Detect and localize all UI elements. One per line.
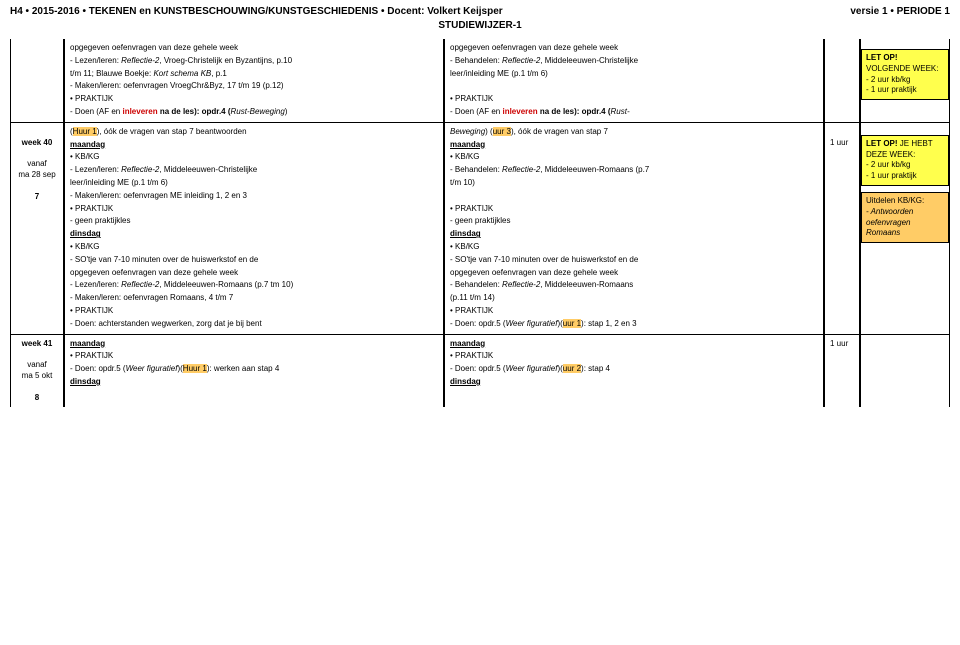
text: maandag <box>450 339 485 348</box>
text: • PRAKTIJK <box>70 94 113 103</box>
text: opgegeven oefenvragen van deze gehele we… <box>70 268 238 277</box>
text: - Doen: opdr.5 (Weer figuratief)(Huur 1)… <box>70 364 279 373</box>
text: opgegeven oefenvragen van deze gehele we… <box>450 43 618 52</box>
text: vanaf <box>27 159 47 168</box>
text: t/m 10) <box>450 178 475 187</box>
notice-r2: LET OP! JE HEBT DEZE WEEK: - 2 uur kb/kg… <box>860 122 950 334</box>
text: - 2 uur kb/kg <box>866 160 910 169</box>
text: opgegeven oefenvragen van deze gehele we… <box>450 268 618 277</box>
text: leer/inleiding ME (p.1 t/m 6) <box>450 69 548 78</box>
text: - SO'tje van 7-10 minuten over de huiswe… <box>450 255 638 264</box>
text: • PRAKTIJK <box>450 94 493 103</box>
text: • PRAKTIJK <box>450 204 493 213</box>
text: - Lezen/leren: Reflectie-2, Middeleeuwen… <box>70 165 257 174</box>
text: - 2 uur kb/kg <box>866 75 910 84</box>
header-center: STUDIEWIJZER-1 <box>0 20 960 31</box>
text: - 1 uur praktijk <box>866 171 917 180</box>
text: - geen praktijkles <box>70 216 130 225</box>
text: opgegeven oefenvragen van deze gehele we… <box>70 43 238 52</box>
notice-box-uitdelen: Uitdelen KB/KG: - Antwoorden oefenvragen… <box>861 192 949 243</box>
text: • PRAKTIJK <box>450 351 493 360</box>
header-right: versie 1 • PERIODE 1 <box>850 6 950 17</box>
text: LET OP! <box>866 139 898 148</box>
text: 1 uur <box>830 138 848 147</box>
week-cell-empty <box>10 39 64 122</box>
text: • PRAKTIJK <box>70 306 113 315</box>
text: Uitdelen KB/KG: <box>866 196 924 205</box>
text: - Lezen/leren: Reflectie-2, Vroeg-Christ… <box>70 56 292 65</box>
text: vanaf <box>27 360 47 369</box>
text: 8 <box>35 393 39 402</box>
text: VOLGENDE WEEK: <box>866 64 938 73</box>
text: dinsdag <box>450 229 481 238</box>
text: - Doen: opdr.5 (Weer figuratief)(uur 1):… <box>450 319 637 328</box>
text: ma 28 sep <box>18 170 55 179</box>
notice-box-volgende-week: LET OP! VOLGENDE WEEK: - 2 uur kb/kg - 1… <box>861 49 949 100</box>
schedule-grid: opgegeven oefenvragen van deze gehele we… <box>10 39 950 407</box>
text: - geen praktijkles <box>450 216 510 225</box>
text: - Behandelen: Reflectie-2, Middeleeuwen-… <box>450 165 649 174</box>
text: • PRAKTIJK <box>450 306 493 315</box>
text: 7 <box>35 192 39 201</box>
text: dinsdag <box>70 229 101 238</box>
right-content-r1: opgegeven oefenvragen van deze gehele we… <box>444 39 824 122</box>
text: - Maken/leren: oefenvragen VroegChr&Byz,… <box>70 81 284 90</box>
text: 1 uur <box>830 339 848 348</box>
week-cell-41: week 41 vanaf ma 5 okt 8 <box>10 334 64 408</box>
text: leer/inleiding ME (p.1 t/m 6) <box>70 178 168 187</box>
text: - Doen (AF en inleveren na de les): opdr… <box>70 107 287 116</box>
text: - Behandelen: Reflectie-2, Middeleeuwen-… <box>450 56 638 65</box>
text: • PRAKTIJK <box>70 351 113 360</box>
text: dinsdag <box>450 377 481 386</box>
text: (Huur 1), óók de vragen van stap 7 beant… <box>70 127 247 136</box>
hours-r1 <box>824 39 860 122</box>
text: maandag <box>70 140 105 149</box>
text: - SO'tje van 7-10 minuten over de huiswe… <box>70 255 258 264</box>
text: dinsdag <box>70 377 101 386</box>
left-content-r3: maandag • PRAKTIJK - Doen: opdr.5 (Weer … <box>64 334 444 408</box>
text: • KB/KG <box>70 242 99 251</box>
hours-r3: 1 uur <box>824 334 860 408</box>
text: - Doen: achterstanden wegwerken, zorg da… <box>70 319 262 328</box>
text: t/m 11; Blauwe Boekje: Kort schema KB, p… <box>70 69 227 78</box>
right-content-r2: Beweging) (uur 3), óók de vragen van sta… <box>444 122 824 334</box>
text: week 40 <box>22 138 53 147</box>
right-content-r3: maandag • PRAKTIJK - Doen: opdr.5 (Weer … <box>444 334 824 408</box>
text: - Behandelen: Reflectie-2, Middeleeuwen-… <box>450 280 633 289</box>
week-cell-40: week 40 vanaf ma 28 sep 7 <box>10 122 64 334</box>
text: - Antwoorden oefenvragen Romaans <box>866 207 913 238</box>
hours-r2: 1 uur <box>824 122 860 334</box>
notice-r1: LET OP! VOLGENDE WEEK: - 2 uur kb/kg - 1… <box>860 39 950 122</box>
text: - 1 uur praktijk <box>866 85 917 94</box>
header-left: H4 • 2015-2016 • TEKENEN en KUNSTBESCHOU… <box>10 6 503 17</box>
text: (p.11 t/m 14) <box>450 293 495 302</box>
text: week 41 <box>22 339 53 348</box>
notice-r3 <box>860 334 950 408</box>
text: - Lezen/leren: Reflectie-2, Middeleeuwen… <box>70 280 293 289</box>
text: • PRAKTIJK <box>70 204 113 213</box>
text: maandag <box>450 140 485 149</box>
text: - Maken/leren: oefenvragen Romaans, 4 t/… <box>70 293 233 302</box>
text: - Doen (AF en inleveren na de les): opdr… <box>450 107 630 116</box>
notice-box-deze-week: LET OP! JE HEBT DEZE WEEK: - 2 uur kb/kg… <box>861 135 949 186</box>
left-content-r1: opgegeven oefenvragen van deze gehele we… <box>64 39 444 122</box>
text: • KB/KG <box>450 152 479 161</box>
text: • KB/KG <box>450 242 479 251</box>
page: H4 • 2015-2016 • TEKENEN en KUNSTBESCHOU… <box>0 0 960 645</box>
text: • KB/KG <box>70 152 99 161</box>
text: - Doen: opdr.5 (Weer figuratief)(uur 2):… <box>450 364 610 373</box>
text: ma 5 okt <box>22 371 53 380</box>
text: Beweging) (uur 3), óók de vragen van sta… <box>450 127 608 136</box>
text: LET OP! <box>866 53 898 62</box>
page-header: H4 • 2015-2016 • TEKENEN en KUNSTBESCHOU… <box>10 6 950 17</box>
left-content-r2: (Huur 1), óók de vragen van stap 7 beant… <box>64 122 444 334</box>
text: - Maken/leren: oefenvragen ME inleiding … <box>70 191 247 200</box>
text: maandag <box>70 339 105 348</box>
